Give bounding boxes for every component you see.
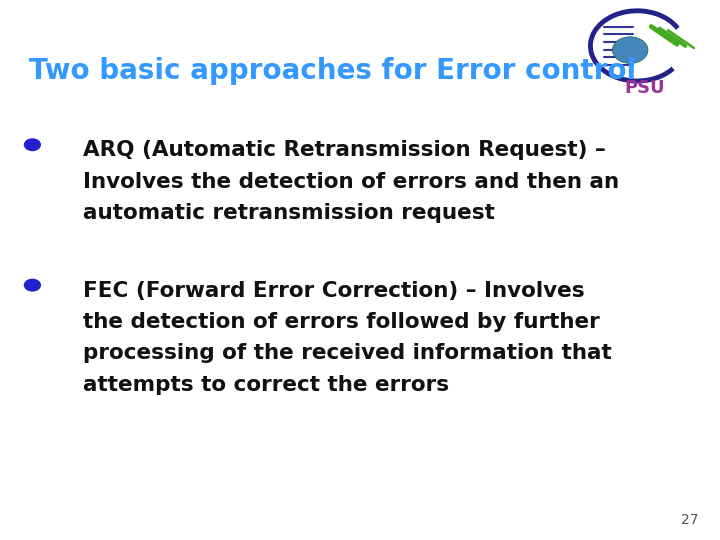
Text: the detection of errors followed by further: the detection of errors followed by furt…	[83, 312, 600, 332]
Text: Involves the detection of errors and then an: Involves the detection of errors and the…	[83, 172, 619, 192]
Circle shape	[613, 37, 648, 64]
Text: 27: 27	[681, 512, 698, 526]
Text: attempts to correct the errors: attempts to correct the errors	[83, 375, 449, 395]
Text: processing of the received information that: processing of the received information t…	[83, 343, 611, 363]
Text: automatic retransmission request: automatic retransmission request	[83, 203, 495, 223]
Circle shape	[24, 138, 41, 151]
Text: ARQ (Automatic Retransmission Request) –: ARQ (Automatic Retransmission Request) –	[83, 140, 606, 160]
Text: Two basic approaches for Error control: Two basic approaches for Error control	[29, 57, 636, 85]
Text: FEC (Forward Error Correction) – Involves: FEC (Forward Error Correction) – Involve…	[83, 281, 585, 301]
Text: PSU: PSU	[624, 79, 665, 97]
Circle shape	[24, 279, 41, 292]
